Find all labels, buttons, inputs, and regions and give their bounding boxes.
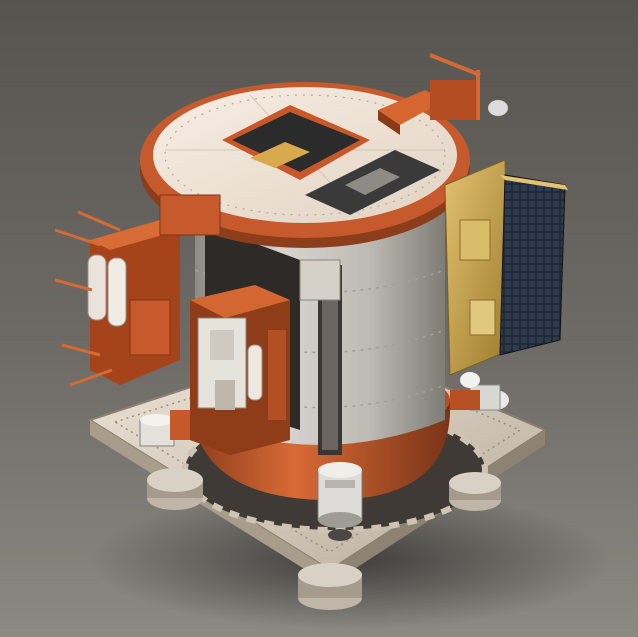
front-electronics-box bbox=[190, 285, 290, 455]
right-thrusters bbox=[450, 372, 509, 411]
bottom-thruster bbox=[317, 462, 363, 541]
top-bracket bbox=[378, 53, 508, 135]
left-antenna-module bbox=[54, 194, 221, 387]
left-thruster bbox=[139, 410, 190, 447]
support-feet bbox=[147, 468, 501, 610]
top-chip-right bbox=[305, 150, 440, 215]
cable-rail bbox=[299, 259, 342, 455]
solar-panel bbox=[444, 159, 568, 376]
top-chip-left bbox=[222, 105, 370, 180]
